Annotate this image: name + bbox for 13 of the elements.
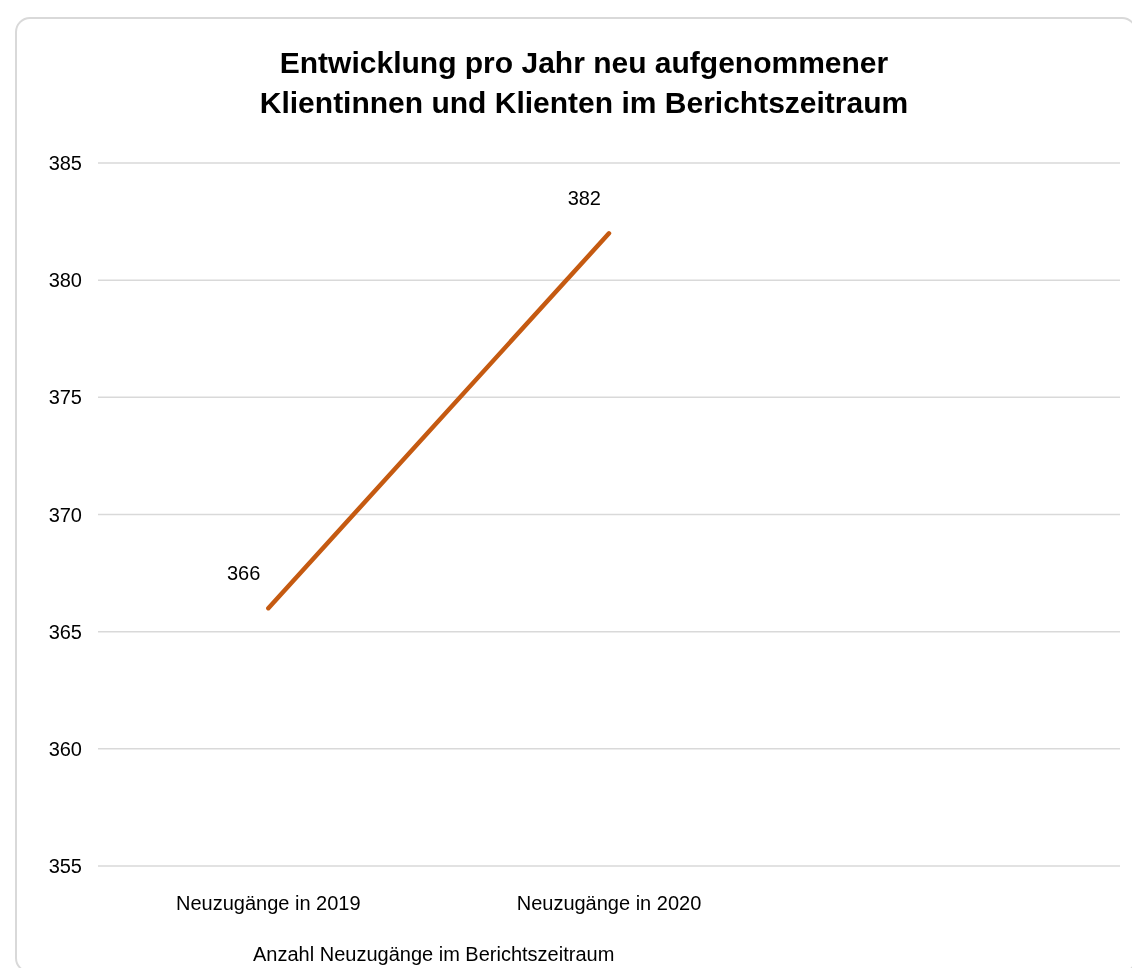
chart-title: Entwicklung pro Jahr neu aufgenommener Klientinnen und Klienten im Berichtszeitraum — [259, 46, 909, 119]
x-tick-label: Neuzugänge in 2019 — [176, 892, 361, 914]
y-tick-label: 370 — [48, 503, 82, 526]
y-tick-label: 355 — [48, 855, 82, 877]
y-tick-label: 375 — [48, 386, 82, 409]
x-tick-label: Neuzugänge in 2020 — [516, 892, 702, 914]
x-axis-title: Anzahl Neuzugänge im Berichtszeitraum — [253, 943, 615, 965]
y-tick-label: 385 — [48, 152, 82, 174]
y-tick-label: 365 — [48, 620, 82, 643]
y-tick-label: 380 — [48, 269, 82, 292]
data-label: 366 — [226, 562, 261, 585]
data-label: 382 — [567, 187, 601, 210]
y-tick-label: 360 — [48, 737, 82, 760]
